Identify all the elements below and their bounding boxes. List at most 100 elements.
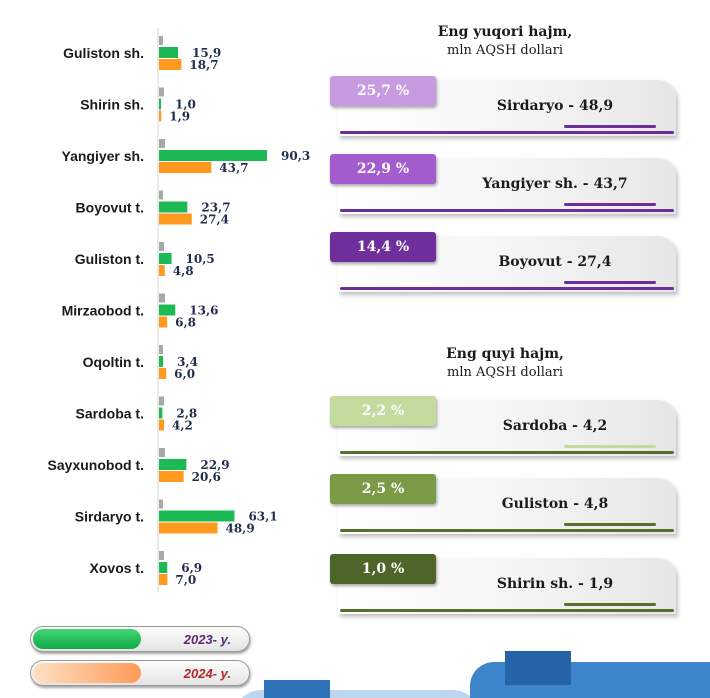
data-label: 1,0 <box>175 98 196 112</box>
bottom-card-2: 2,5 % Guliston - 4,8 <box>330 474 676 534</box>
category-label: Sirdaryo t. <box>75 509 144 525</box>
data-label: 63,1 <box>248 510 277 524</box>
data-label: 6,9 <box>181 561 202 575</box>
data-label: 18,7 <box>189 58 218 72</box>
top-panel-heading: Eng yuqori hajm, mln AQSH dollari <box>330 24 680 58</box>
bar-2023 <box>159 510 235 522</box>
bar-2023 <box>159 201 188 213</box>
bottom-card-1-percent: 2,2 % <box>330 396 436 426</box>
bar-2024 <box>159 213 192 225</box>
category-label: Oqoltin t. <box>83 354 144 370</box>
reference-stub <box>159 499 163 509</box>
category-label: Sardoba t. <box>76 406 144 422</box>
data-label: 10,5 <box>186 252 215 266</box>
bottom-card-1-text: Sardoba - 4,2 <box>502 418 608 434</box>
data-label: 48,9 <box>225 522 254 536</box>
bottom-card-3-text: Shirin sh. - 1,9 <box>496 576 614 592</box>
legend-label-2024: 2024- y. <box>183 666 231 681</box>
top-card-2-percent: 22,9 % <box>330 154 436 184</box>
category-label: Boyovut t. <box>76 200 144 216</box>
legend-label-2023: 2023- y. <box>183 632 231 647</box>
bar-2023 <box>159 47 179 58</box>
bar-2024 <box>159 162 212 173</box>
data-label: 4,2 <box>172 419 193 433</box>
bar-2024 <box>159 419 165 431</box>
data-label: 15,9 <box>192 46 221 60</box>
top-card-2: 22,9 % Yangiyer sh. - 43,7 <box>330 154 676 214</box>
decorative-block-left <box>264 680 330 698</box>
data-label: 43,7 <box>219 161 248 175</box>
data-label: 23,7 <box>201 201 230 215</box>
bar-2024 <box>159 368 167 379</box>
bar-2023 <box>159 98 161 110</box>
reference-stub <box>159 551 164 560</box>
category-label: Yangiyer sh. <box>62 148 144 164</box>
category-label: Mirzaobod t. <box>62 303 144 319</box>
bar-2024 <box>159 59 182 70</box>
reference-stub <box>159 87 164 97</box>
top-card-3-percent: 14,4 % <box>330 232 436 262</box>
category-label: Guliston t. <box>75 251 144 267</box>
bottom-card-2-percent: 2,5 % <box>330 474 436 504</box>
data-label: 2,8 <box>176 407 197 421</box>
reference-stub <box>159 345 163 354</box>
bottom-card-3-percent: 1,0 % <box>330 554 436 584</box>
bar-2023 <box>159 407 163 419</box>
bar-2023 <box>159 459 187 470</box>
bar-2023 <box>159 150 267 161</box>
top-heading-title: Eng yuqori hajm, <box>437 24 573 40</box>
data-label: 20,6 <box>192 470 221 484</box>
top-card-1: 25,7 % Sirdaryo - 48,9 <box>330 76 676 136</box>
data-label: 4,8 <box>173 264 194 278</box>
legend-item-2024: 2024- y. <box>30 660 250 686</box>
category-label: Guliston sh. <box>63 45 144 61</box>
bottom-card-3: 1,0 % Shirin sh. - 1,9 <box>330 554 676 614</box>
category-label: Shirin sh. <box>80 97 144 113</box>
bar-2023 <box>159 253 172 264</box>
reference-stub <box>159 448 165 457</box>
top-card-3: 14,4 % Boyovut - 27,4 <box>330 232 676 292</box>
top-heading-unit: mln AQSH dollari <box>447 43 563 58</box>
top-card-1-percent: 25,7 % <box>330 76 436 106</box>
top-card-1-text: Sirdaryo - 48,9 <box>496 98 614 114</box>
top-card-2-text: Yangiyer sh. - 43,7 <box>482 176 628 192</box>
data-label: 6,0 <box>174 367 195 381</box>
bar-2024 <box>159 265 165 276</box>
reference-stub <box>159 139 165 148</box>
bar-2023 <box>159 356 164 367</box>
category-label: Sayxunobod t. <box>48 457 144 473</box>
district-bar-chart: Guliston sh. 15,918,7 Shirin sh. 1,01,9 Yang… <box>48 28 310 592</box>
bottom-heading-title: Eng quyi hajm, <box>446 346 564 362</box>
legend-swatch-2023 <box>33 629 141 649</box>
bottom-heading-unit: mln AQSH dollari <box>447 365 563 380</box>
bar-2024 <box>159 316 168 328</box>
top-card-3-text: Boyovut - 27,4 <box>498 254 612 270</box>
data-label: 7,0 <box>175 573 196 587</box>
reference-stub <box>159 396 164 406</box>
bar-2024 <box>159 110 162 122</box>
decorative-wave-left <box>232 690 482 698</box>
bar-2024 <box>159 522 218 534</box>
reference-stub <box>159 190 163 200</box>
data-label: 27,4 <box>200 213 229 227</box>
bar-2024 <box>159 574 168 585</box>
bar-2023 <box>159 562 168 573</box>
reference-stub <box>159 36 163 45</box>
bar-2023 <box>159 304 176 316</box>
reference-stub <box>159 293 165 303</box>
category-label: Xovos t. <box>90 560 144 576</box>
bar-2024 <box>159 471 184 482</box>
reference-stub <box>159 242 164 251</box>
data-label: 22,9 <box>200 458 229 472</box>
decorative-block-right <box>505 651 571 685</box>
data-label: 6,8 <box>175 316 196 330</box>
data-label: 13,6 <box>189 304 218 318</box>
bottom-panel-heading: Eng quyi hajm, mln AQSH dollari <box>330 346 680 380</box>
data-label: 90,3 <box>281 149 310 163</box>
data-label: 3,4 <box>177 355 198 369</box>
bottom-card-2-text: Guliston - 4,8 <box>501 496 609 512</box>
bottom-card-1: 2,2 % Sardoba - 4,2 <box>330 396 676 456</box>
data-label: 1,9 <box>169 110 190 124</box>
legend-item-2023: 2023- y. <box>30 626 250 652</box>
legend-swatch-2024 <box>33 663 141 683</box>
